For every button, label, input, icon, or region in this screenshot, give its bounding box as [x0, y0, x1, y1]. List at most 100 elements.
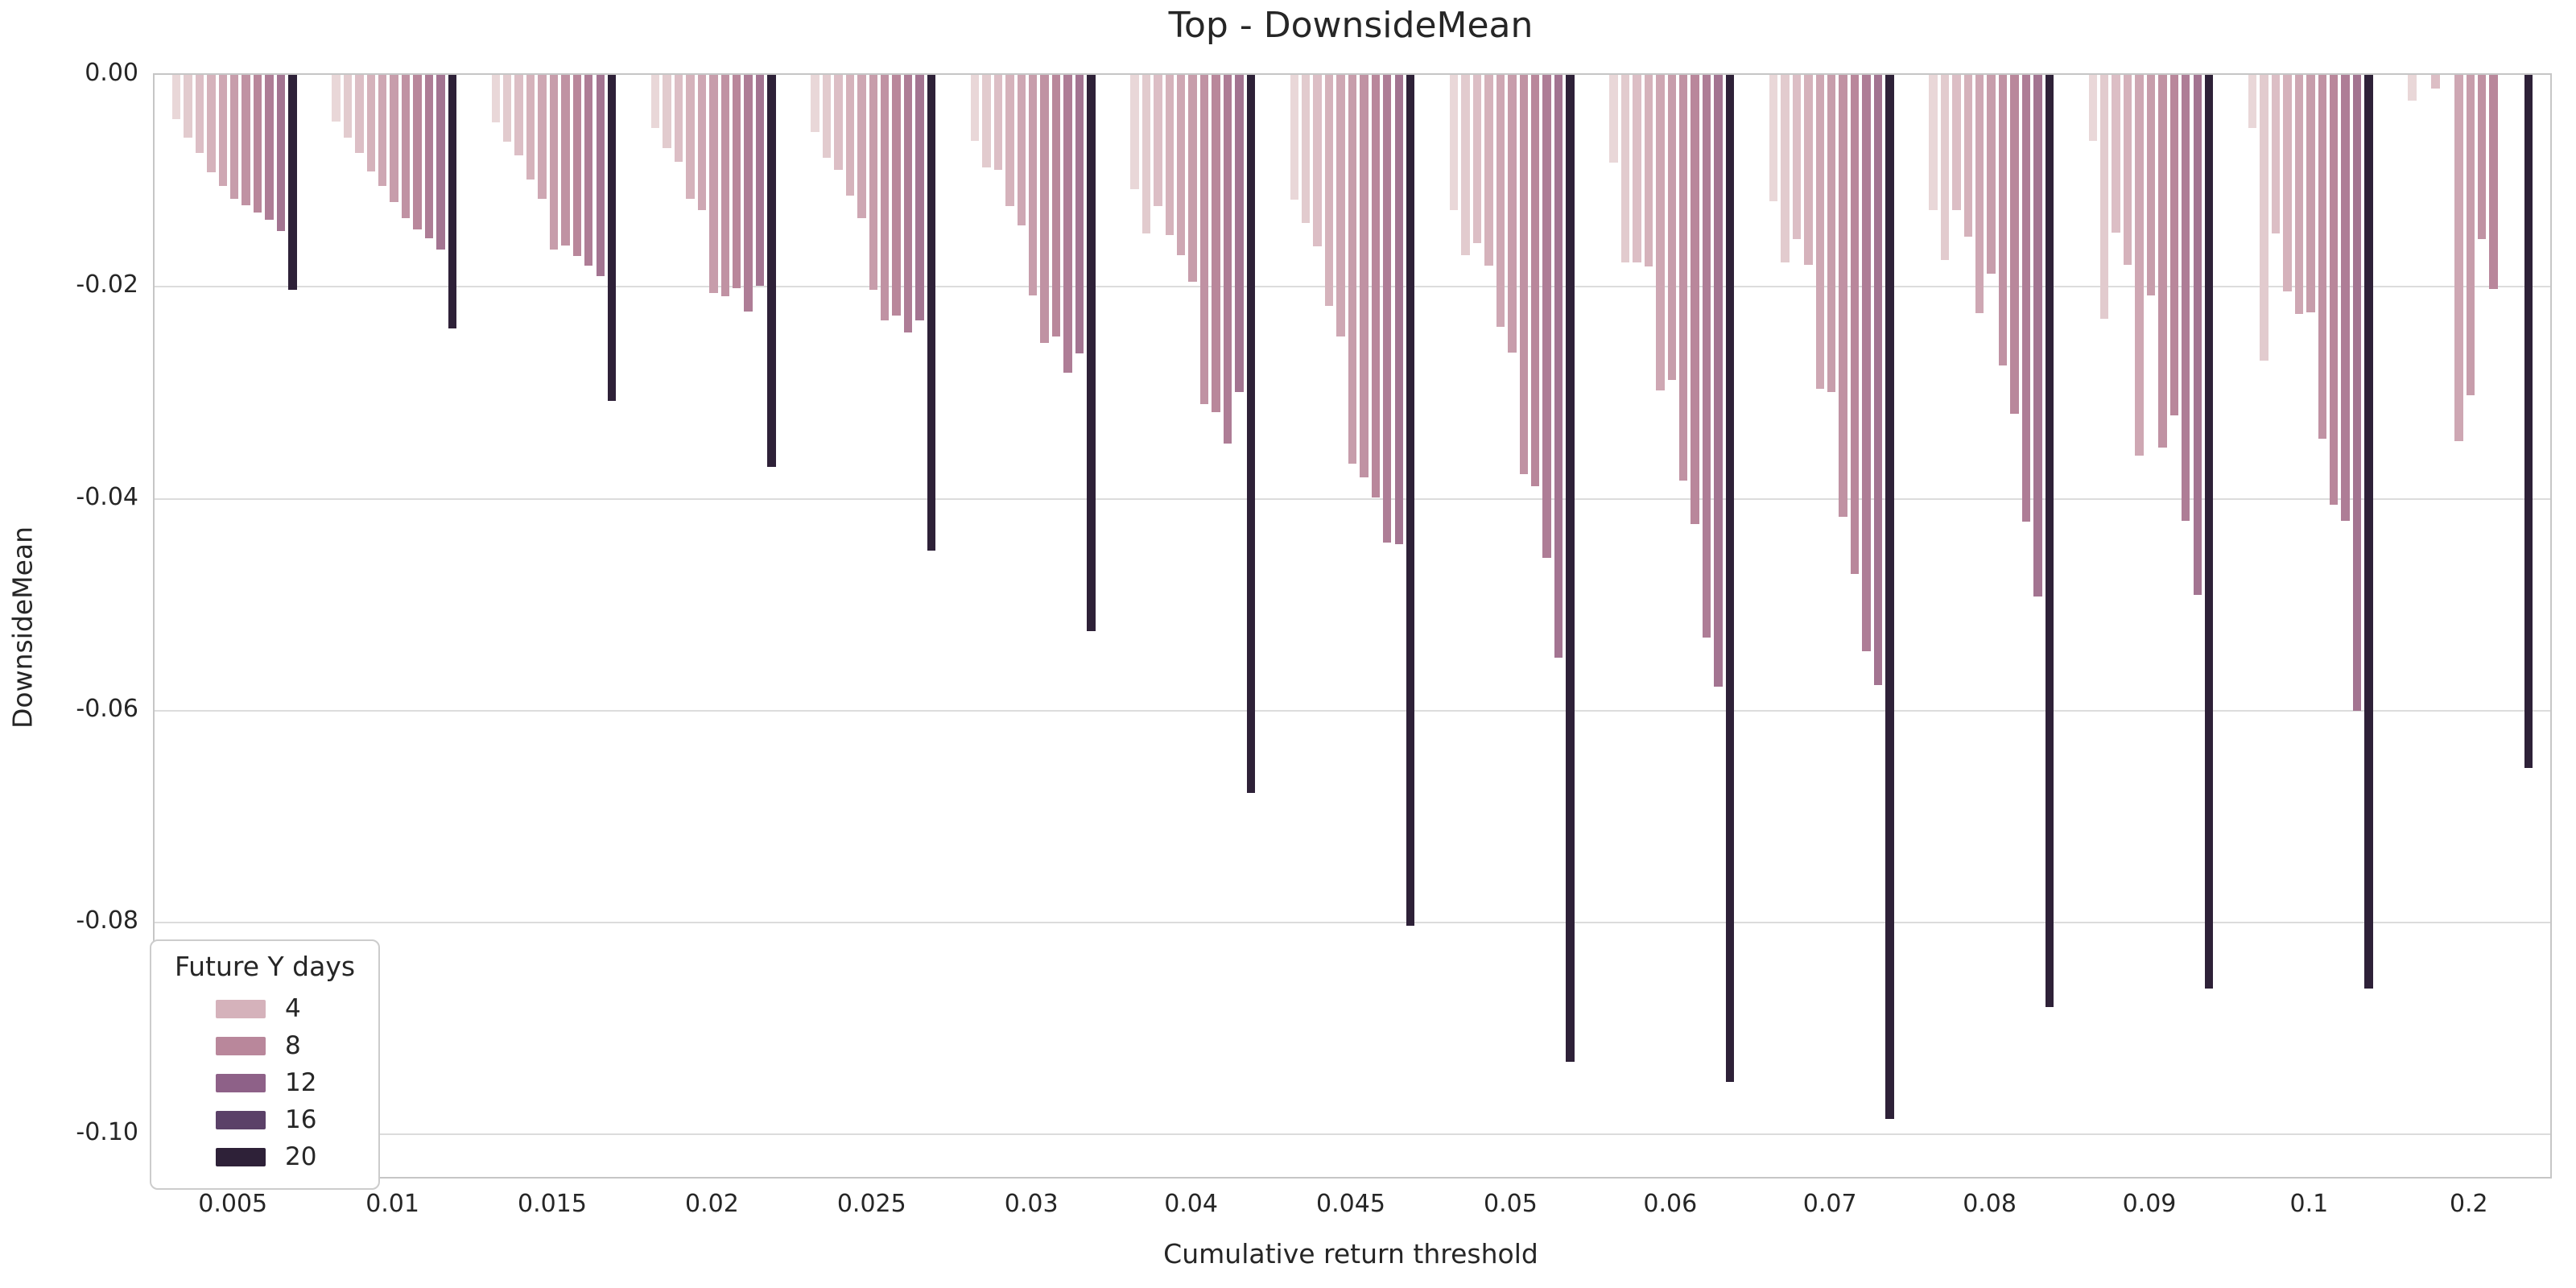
bar-days-1-threshold-0.09	[2088, 75, 2098, 141]
bar-days-9-threshold-0.025	[903, 75, 913, 332]
bar-days-5-threshold-0.1	[2294, 75, 2304, 315]
bar-days-8-threshold-0.08	[2010, 75, 2019, 415]
legend: Future Y days 4 8 12 16 20	[150, 939, 380, 1190]
bar-days-4-threshold-0.05	[1484, 75, 1493, 266]
bar-days-1-threshold-0.04	[1130, 75, 1139, 190]
x-tick-label: 0.04	[1164, 1190, 1218, 1218]
x-tick-label: 0.02	[684, 1190, 739, 1218]
bar-days-7-threshold-0.03	[1040, 75, 1049, 344]
y-tick-label: -0.06	[76, 694, 138, 723]
bar-days-1-threshold-0.03	[970, 75, 980, 141]
bar-days-2-threshold-0.04	[1141, 75, 1151, 234]
bar-days-4-threshold-0.09	[2123, 75, 2132, 265]
y-tick-label: 0.00	[85, 59, 138, 87]
bar-days-9-threshold-0.015	[584, 75, 593, 266]
legend-swatch	[216, 1036, 266, 1055]
bar-days-9-threshold-0.005	[265, 75, 274, 221]
bar-days-8-threshold-0.05	[1531, 75, 1540, 486]
bar-days-5-threshold-0.07	[1815, 75, 1824, 389]
bar-days-4-threshold-0.04	[1165, 75, 1174, 235]
bar-days-2-threshold-0.07	[1781, 75, 1790, 262]
bar-days-6-threshold-0.08	[1987, 75, 1996, 275]
bar-days-8-threshold-0.025	[892, 75, 901, 316]
bar-days-10-threshold-0.07	[1873, 75, 1883, 686]
bar-days-8-threshold-0.07	[1850, 75, 1860, 574]
bar-days-1-threshold-0.07	[1769, 75, 1778, 201]
bar-days-5-threshold-0.09	[2135, 75, 2144, 456]
bar-days-7-threshold-0.06	[1679, 75, 1688, 481]
bar-days-2-threshold-0.09	[2100, 75, 2109, 319]
legend-item-label: 12	[285, 1068, 317, 1097]
bar-days-3-threshold-0.045	[1313, 75, 1322, 247]
gridline	[155, 922, 2550, 924]
chart-title: Top - DownsideMean	[1168, 5, 1534, 46]
bar-days-4-threshold-0.07	[1804, 75, 1813, 265]
bar-days-6-threshold-0.09	[2146, 75, 2156, 295]
bar-days-20-threshold-0.2	[2524, 75, 2533, 768]
bar-days-20-threshold-0.03	[1087, 75, 1096, 632]
bar-days-4-threshold-0.025	[845, 75, 855, 196]
bar-days-5-threshold-0.03	[1017, 75, 1026, 225]
bar-days-6-threshold-0.02	[709, 75, 718, 294]
bar-days-3-threshold-0.04	[1154, 75, 1162, 207]
bar-days-9-threshold-0.045	[1383, 75, 1392, 543]
bar-days-9-threshold-0.03	[1063, 75, 1072, 373]
bar-days-8-threshold-0.015	[572, 75, 582, 257]
bar-days-2-threshold-0.02	[663, 75, 671, 148]
bar-days-20-threshold-0.06	[1725, 75, 1735, 1082]
bar-days-6-threshold-0.045	[1348, 75, 1357, 464]
bar-days-3-threshold-0.005	[195, 75, 204, 154]
bar-days-10-threshold-0.08	[2033, 75, 2042, 597]
bar-days-10-threshold-0.02	[755, 75, 765, 286]
bar-days-7-threshold-0.025	[881, 75, 890, 321]
bar-days-8-threshold-0.02	[733, 75, 741, 288]
bar-days-5-threshold-0.015	[538, 75, 547, 199]
x-tick-label: 0.07	[1802, 1190, 1857, 1218]
bar-days-10-threshold-0.09	[2193, 75, 2202, 596]
bar-days-20-threshold-0.015	[607, 75, 617, 402]
bar-days-5-threshold-0.02	[697, 75, 707, 211]
legend-item-label: 4	[285, 994, 301, 1023]
y-tick-label: -0.02	[76, 270, 138, 299]
gridline	[155, 497, 2550, 500]
bar-days-9-threshold-0.02	[744, 75, 753, 312]
bar-days-7-threshold-0.09	[2158, 75, 2167, 448]
bar-days-20-threshold-0.005	[288, 75, 297, 291]
bar-days-3-threshold-0.09	[2112, 75, 2120, 233]
legend-item: 8	[151, 1027, 378, 1064]
bar-days-20-threshold-0.045	[1406, 75, 1415, 927]
bar-days-9-threshold-0.05	[1542, 75, 1551, 559]
legend-swatch	[216, 999, 266, 1018]
bar-days-1-threshold-0.025	[811, 75, 819, 133]
bar-days-7-threshold-0.2	[2478, 75, 2487, 240]
legend-title: Future Y days	[174, 951, 356, 982]
bar-days-9-threshold-0.04	[1223, 75, 1232, 444]
legend-swatch	[216, 1147, 266, 1166]
bar-days-3-threshold-0.2	[2431, 75, 2440, 89]
bar-days-1-threshold-0.2	[2408, 75, 2417, 101]
bar-days-6-threshold-0.07	[1827, 75, 1836, 392]
bar-days-10-threshold-0.005	[276, 75, 286, 231]
bar-days-9-threshold-0.08	[2021, 75, 2031, 522]
x-tick-label: 0.03	[1004, 1190, 1059, 1218]
bar-days-4-threshold-0.045	[1324, 75, 1334, 306]
legend-item: 16	[151, 1101, 378, 1138]
bar-days-4-threshold-0.02	[686, 75, 695, 199]
bar-days-2-threshold-0.06	[1620, 75, 1630, 262]
bar-days-7-threshold-0.01	[401, 75, 411, 218]
x-tick-label: 0.005	[198, 1190, 268, 1218]
bar-days-7-threshold-0.045	[1360, 75, 1368, 478]
bar-days-8-threshold-0.04	[1212, 75, 1220, 412]
bar-days-10-threshold-0.04	[1235, 75, 1244, 392]
bar-days-5-threshold-0.04	[1176, 75, 1186, 255]
bar-days-20-threshold-0.04	[1246, 75, 1255, 794]
bar-days-8-threshold-0.06	[1690, 75, 1699, 525]
bar-days-10-threshold-0.1	[2352, 75, 2362, 711]
bar-days-3-threshold-0.08	[1952, 75, 1961, 211]
bar-days-2-threshold-0.025	[822, 75, 832, 158]
bar-days-1-threshold-0.045	[1290, 75, 1299, 200]
x-tick-label: 0.08	[1963, 1190, 2017, 1218]
bar-days-20-threshold-0.1	[2364, 75, 2373, 989]
bar-days-2-threshold-0.03	[982, 75, 991, 167]
